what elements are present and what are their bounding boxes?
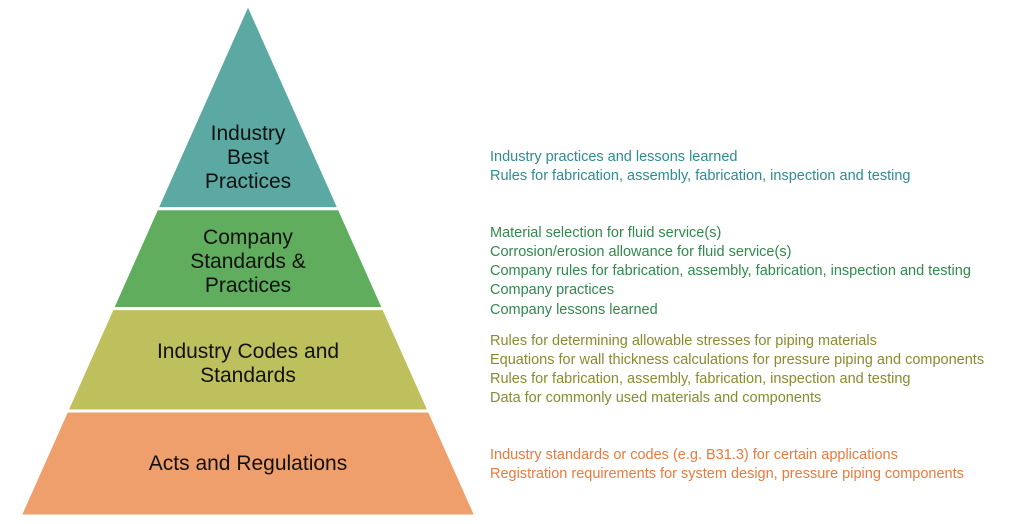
desc-line: Rules for fabrication, assembly, fabrica…: [490, 370, 1010, 389]
pyramid-level-best-practices: [157, 4, 339, 209]
desc-block-acts-regulations: Industry standards or codes (e.g. B31.3)…: [490, 446, 1010, 484]
desc-line: Equations for wall thickness calculation…: [490, 351, 1010, 370]
desc-line: Corrosion/erosion allowance for fluid se…: [490, 243, 1010, 262]
desc-line: Data for commonly used materials and com…: [490, 389, 1010, 408]
pyramid-graphic: IndustryBestPracticesCompanyStandards &P…: [20, 4, 476, 516]
desc-line: Material selection for fluid service(s): [490, 224, 1010, 243]
desc-line: Industry practices and lessons learned: [490, 148, 1010, 167]
desc-block-best-practices: Industry practices and lessons learnedRu…: [490, 148, 1010, 186]
desc-line: Registration requirements for system des…: [490, 465, 1010, 484]
desc-line: Rules for determining allowable stresses…: [490, 332, 1010, 351]
desc-line: Industry standards or codes (e.g. B31.3)…: [490, 446, 1010, 465]
desc-line: Company practices: [490, 281, 1010, 300]
pyramid-level-company-standards: [112, 209, 383, 309]
desc-line: Rules for fabrication, assembly, fabrica…: [490, 167, 1010, 186]
pyramid-level-acts-regulations: [20, 411, 476, 516]
pyramid-level-industry-codes: [67, 309, 430, 411]
desc-line: Company rules for fabrication, assembly,…: [490, 262, 1010, 281]
diagram-stage: IndustryBestPracticesCompanyStandards &P…: [0, 0, 1024, 524]
desc-block-company-standards: Material selection for fluid service(s)C…: [490, 224, 1010, 320]
desc-line: Company lessons learned: [490, 301, 1010, 320]
desc-block-industry-codes: Rules for determining allowable stresses…: [490, 332, 1010, 409]
pyramid-svg: [20, 4, 476, 516]
